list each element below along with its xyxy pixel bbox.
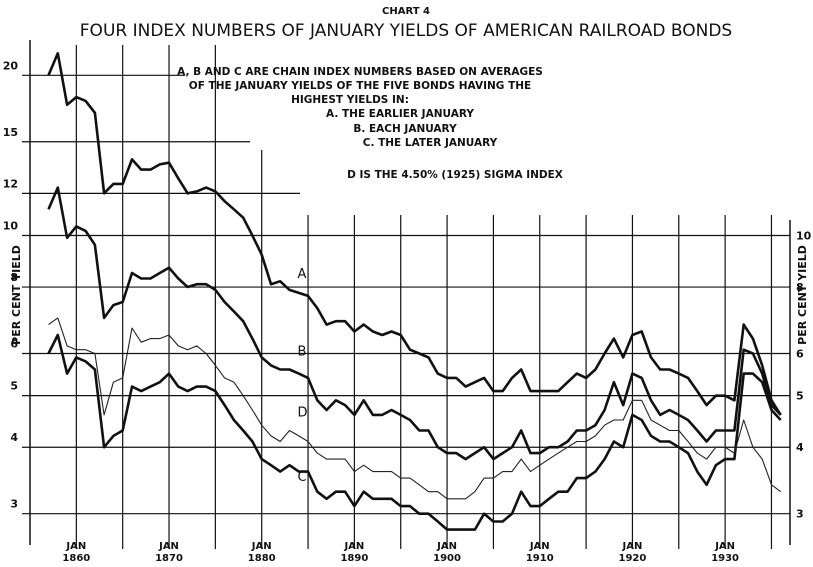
x-tick-label: JAN 1890: [340, 541, 369, 564]
x-tick-label: JAN 1870: [155, 541, 183, 564]
y-tick-label: 3: [10, 498, 18, 511]
series-line: [47, 333, 782, 531]
y2-tick-label: 10: [796, 229, 812, 242]
y-tick-label: 10: [3, 219, 19, 232]
y2-tick-label: 4: [796, 441, 804, 454]
series-label: B: [298, 344, 307, 359]
y2-tick-label: 8: [796, 281, 804, 294]
y-tick-label: 8: [10, 271, 18, 284]
y-tick-label: 4: [10, 431, 18, 444]
y-tick-label: 15: [3, 126, 18, 139]
y-axis-label: PER CENT YIELD: [10, 245, 23, 345]
series-line: [47, 52, 782, 416]
x-tick-label: JAN 1930: [711, 541, 740, 564]
y-tick-label: 12: [3, 177, 18, 190]
series-label: D: [298, 406, 308, 421]
x-tick-label: JAN 1920: [618, 541, 647, 564]
annotation: B. EACH JANUARY: [353, 123, 457, 135]
annotation: OF THE JANUARY YIELDS OF THE FIVE BONDS …: [189, 80, 531, 92]
x-tick-label: JAN 1900: [433, 541, 461, 564]
y-tick-label: 5: [10, 380, 18, 393]
y2-axis-label: PER CENT YIELD: [796, 245, 809, 345]
chart-title: FOUR INDEX NUMBERS OF JANUARY YIELDS OF …: [80, 21, 732, 41]
y2-tick-label: 5: [796, 390, 804, 403]
annotation: HIGHEST YIELDS IN:: [291, 94, 409, 106]
annotation: A. THE EARLIER JANUARY: [326, 108, 474, 120]
series-line: [47, 186, 782, 461]
chart-supertitle: CHART 4: [382, 6, 430, 17]
x-tick-label: JAN 1860: [62, 541, 91, 564]
y-tick-label: 6: [10, 338, 18, 351]
series-line: [48, 317, 782, 500]
series-label: A: [298, 267, 307, 282]
series-label: C: [298, 470, 307, 485]
annotation: A, B AND C ARE CHAIN INDEX NUMBERS BASED…: [177, 66, 543, 78]
y2-tick-label: 6: [796, 348, 804, 361]
annotation: D IS THE 4.50% (1925) SIGMA INDEX: [347, 169, 563, 181]
x-tick-label: JAN 1910: [525, 541, 554, 564]
y-tick-label: 20: [3, 59, 19, 72]
y2-tick-label: 3: [796, 508, 804, 521]
x-tick-label: JAN 1880: [247, 541, 276, 564]
annotation: C. THE LATER JANUARY: [363, 137, 498, 149]
